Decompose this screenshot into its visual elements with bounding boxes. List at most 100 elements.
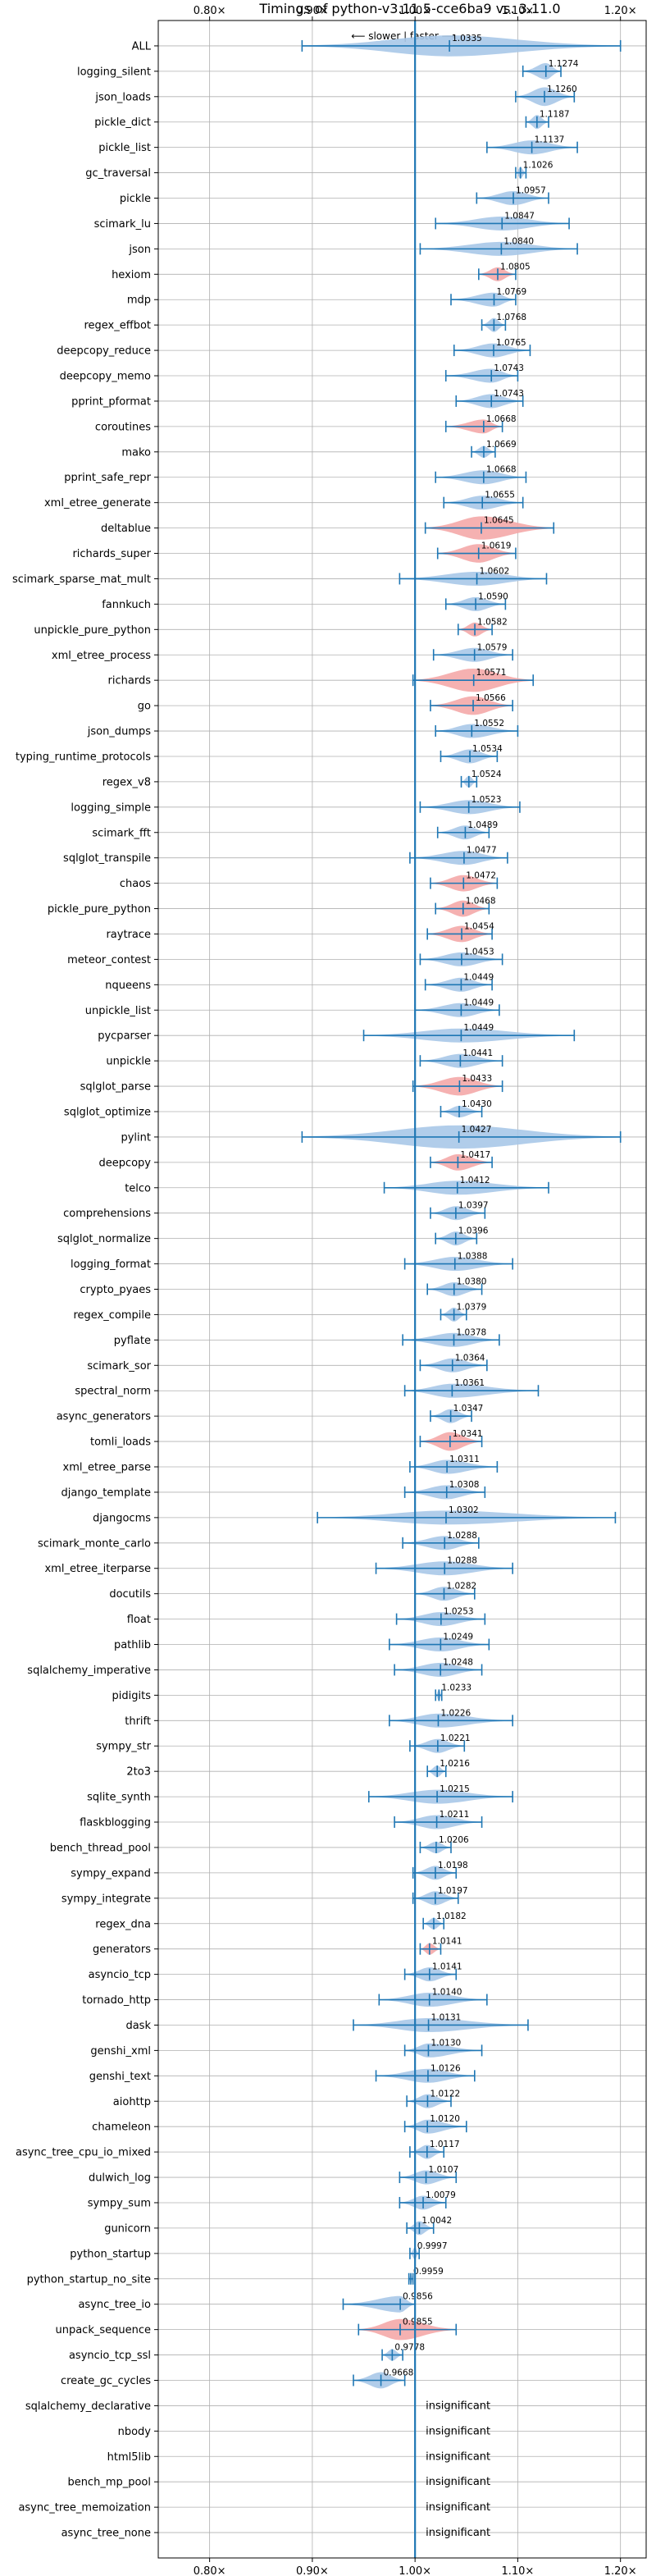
benchmark-label: sqlglot_normalize <box>57 1233 151 1245</box>
benchmark-label: async_generators <box>57 1411 152 1423</box>
value-label: 1.0645 <box>484 516 514 526</box>
benchmark-label: pyflate <box>114 1335 151 1347</box>
value-label: 1.0602 <box>480 566 510 576</box>
benchmark-label: json <box>128 244 151 256</box>
benchmark-label: sympy_integrate <box>61 1893 151 1905</box>
bottom-axis-ticks: 0.80× 0.90× 1.00× 1.10× 1.20× <box>194 2558 637 2576</box>
value-label: 1.0120 <box>430 2114 460 2124</box>
benchmark-label: create_gc_cycles <box>61 2375 151 2387</box>
benchmark-label: hexiom <box>112 269 151 281</box>
benchmark-label: sqlalchemy_imperative <box>27 1665 151 1677</box>
value-label: 1.0248 <box>443 1657 473 1667</box>
chart-title: Timings of python-v3.11.5-cce6ba9 vs. 3.… <box>258 1 560 16</box>
benchmark-label: async_tree_cpu_io_mixed <box>16 2147 151 2159</box>
value-label: 1.0249 <box>443 1633 473 1642</box>
benchmark-label: bench_thread_pool <box>50 1842 151 1854</box>
benchmark-label: sympy_sum <box>88 2197 151 2209</box>
value-label: 1.0668 <box>486 465 517 475</box>
plot-frame <box>157 20 647 2559</box>
value-label: 1.0141 <box>432 1962 462 1972</box>
benchmark-label: json_dumps <box>87 726 151 738</box>
value-label: 1.0397 <box>458 1201 489 1211</box>
benchmark-rows: ALL 1.0335 logging_silent 1.1274 json_loads 1… <box>12 34 622 2540</box>
benchmark-label: logging_silent <box>77 66 151 78</box>
value-label: 1.0311 <box>449 1455 480 1464</box>
value-label: 1.0206 <box>439 1835 469 1845</box>
benchmark-label: deepcopy_memo <box>60 371 151 383</box>
benchmark-label: sympy_str <box>96 1741 151 1753</box>
value-label: 0.9856 <box>403 2292 433 2302</box>
benchmark-label: mdp <box>127 295 151 307</box>
benchmark-label: python_startup <box>70 2248 151 2260</box>
benchmark-label: unpack_sequence <box>55 2324 151 2336</box>
benchmark-label: ALL <box>132 40 152 53</box>
benchmark-label: async_tree_none <box>61 2528 151 2540</box>
value-label: 1.0126 <box>430 2063 461 2073</box>
benchmark-label: pathlib <box>114 1639 151 1651</box>
value-label: 1.0655 <box>485 491 515 500</box>
benchmark-label: scimark_sparse_mat_mult <box>12 573 151 586</box>
benchmark-label: comprehensions <box>63 1208 151 1220</box>
benchmark-label: richards <box>108 675 152 687</box>
value-label: 1.0441 <box>462 1048 493 1058</box>
benchmark-label: go <box>138 701 151 713</box>
value-label: 1.0468 <box>466 897 496 907</box>
value-label: 1.1274 <box>549 59 579 69</box>
benchmark-label: sqlglot_parse <box>80 1081 151 1094</box>
value-label: 1.0412 <box>460 1176 490 1185</box>
value-label: 1.0379 <box>457 1302 487 1312</box>
top-tick-label: 1.20× <box>604 5 637 17</box>
value-label: 1.0957 <box>516 186 546 196</box>
value-label: 1.0579 <box>477 642 508 652</box>
benchmark-label: python_startup_no_site <box>27 2273 151 2286</box>
value-label: 1.0253 <box>444 1607 474 1617</box>
value-label: 1.0197 <box>438 1886 468 1896</box>
value-label: 1.0335 <box>452 34 482 43</box>
value-label: 1.0042 <box>421 2216 452 2226</box>
value-label: 1.0308 <box>449 1480 480 1490</box>
benchmark-label: docutils <box>109 1588 151 1601</box>
value-label: 1.0396 <box>458 1226 489 1236</box>
value-label: 1.0282 <box>446 1582 476 1592</box>
value-label: 1.0131 <box>431 2012 462 2022</box>
benchmark-label: asyncio_tcp <box>89 1969 151 1981</box>
value-label: 1.0182 <box>436 1911 467 1921</box>
benchmark-label: typing_runtime_protocols <box>16 751 151 763</box>
benchmark-label: gc_traversal <box>85 167 151 180</box>
benchmark-label: richards_super <box>72 548 151 560</box>
value-label: 1.0453 <box>464 947 494 957</box>
insignificant-label: insignificant <box>426 2425 490 2437</box>
value-label: 1.0489 <box>467 820 498 830</box>
benchmark-label: deepcopy <box>98 1157 151 1169</box>
benchmark-label: meteor_contest <box>67 954 151 966</box>
benchmark-label: tomli_loads <box>90 1436 151 1449</box>
value-label: 1.0449 <box>463 1023 494 1033</box>
benchmark-label: telco <box>125 1182 151 1194</box>
benchmark-label: coroutines <box>95 421 151 433</box>
benchmark-label: sqlalchemy_declarative <box>25 2400 151 2413</box>
benchmark-label: generators <box>93 1943 151 1956</box>
bottom-tick-label: 0.80× <box>194 2565 226 2576</box>
benchmark-label: djangocms <box>93 1512 151 1524</box>
benchmark-label: genshi_xml <box>90 2045 151 2058</box>
value-label: 1.0765 <box>496 338 526 348</box>
value-label: 1.0433 <box>462 1074 492 1084</box>
value-label: 1.0233 <box>441 1683 472 1692</box>
benchmark-label: sqlglot_optimize <box>64 1106 151 1118</box>
benchmark-label: scimark_lu <box>94 218 151 231</box>
insignificant-label: insignificant <box>426 2476 490 2488</box>
value-label: 1.1260 <box>547 84 577 94</box>
benchmark-label: aiohttp <box>113 2096 151 2108</box>
value-label: 1.0454 <box>464 921 494 931</box>
benchmark-label: json_loads <box>94 91 151 103</box>
bottom-tick-label: 0.90× <box>296 2565 329 2576</box>
benchmark-label: pprint_pformat <box>71 395 151 408</box>
value-label: 1.0743 <box>494 389 524 399</box>
value-label: 1.0226 <box>440 1708 471 1718</box>
value-label: 1.0221 <box>440 1733 471 1743</box>
value-label: 1.0140 <box>432 1988 462 1998</box>
value-label: 1.0582 <box>477 617 508 627</box>
benchmark-label: pickle_list <box>98 142 151 154</box>
benchmark-label: unpickle_pure_python <box>34 624 151 637</box>
